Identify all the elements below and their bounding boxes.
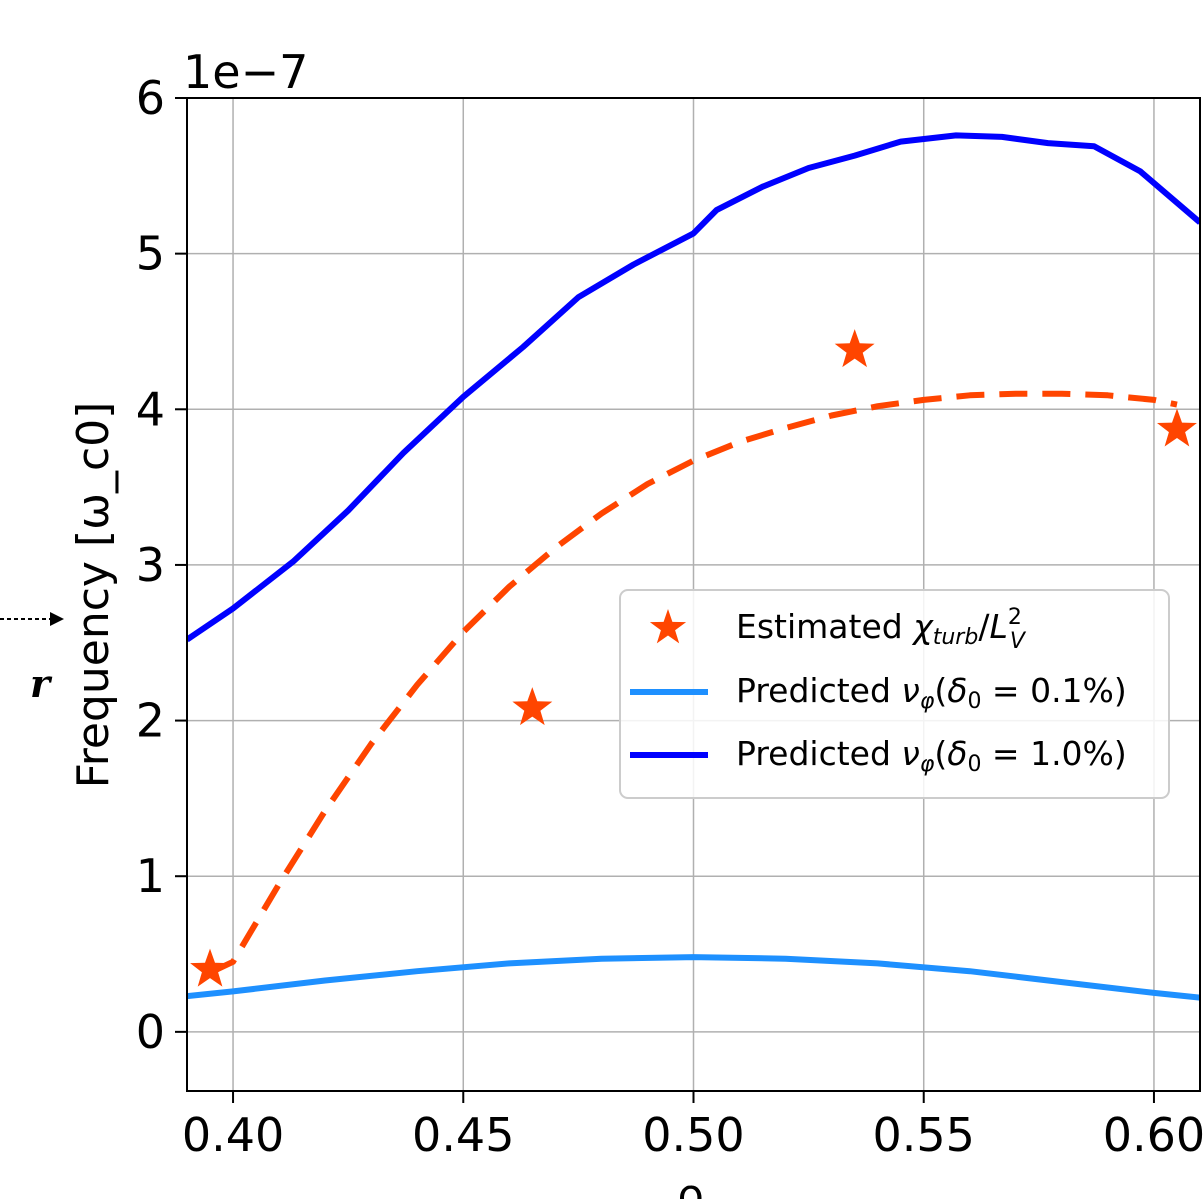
legend-label-estimated: Estimated χturb/L2 V bbox=[736, 605, 1027, 654]
legend-box bbox=[619, 589, 1170, 799]
series-layer bbox=[187, 132, 1200, 1001]
legend-star-icon bbox=[649, 609, 687, 644]
x-tick-label: 0.50 bbox=[642, 1108, 744, 1162]
estimated-star-marker bbox=[834, 329, 875, 368]
legend: Estimated χturb/L2 V Predicted νφ(δ0 = 0.1… bbox=[619, 589, 1170, 799]
side-label: r bbox=[30, 661, 53, 706]
y-offset-label: 1e−7 bbox=[183, 45, 308, 99]
x-tick-label: 0.60 bbox=[1103, 1108, 1203, 1162]
y-tick-label: 0 bbox=[136, 1005, 165, 1059]
x-tick-label: 0.55 bbox=[873, 1108, 975, 1162]
legend-label-predicted-0.1: Predicted νφ(δ0 = 0.1%) bbox=[736, 671, 1127, 714]
ticks: 0.40 0.45 0.50 0.55 0.60 0 1 2 3 4 5 6 bbox=[136, 71, 1203, 1162]
estimated-star-marker bbox=[1157, 408, 1197, 447]
y-tick-label: 6 bbox=[136, 71, 165, 125]
side-arrow-head bbox=[50, 612, 64, 626]
x-tick-label: 0.40 bbox=[182, 1108, 284, 1162]
estimated-star-marker bbox=[512, 687, 553, 726]
y-tick-label: 2 bbox=[136, 694, 165, 748]
y-axis-label: Frequency [ω_c0] bbox=[68, 402, 119, 789]
side-annotation: r bbox=[0, 612, 64, 706]
y-tick-label: 1 bbox=[136, 849, 165, 903]
y-tick-label: 5 bbox=[136, 227, 165, 281]
series-clip bbox=[187, 132, 1200, 1001]
x-axis-label: ρ bbox=[676, 1170, 704, 1199]
predicted-1.0-line bbox=[187, 132, 1200, 643]
y-tick-label: 4 bbox=[136, 382, 165, 436]
estimated-star-marker bbox=[190, 948, 230, 987]
x-tick-label: 0.45 bbox=[412, 1108, 514, 1162]
y-tick-label: 3 bbox=[136, 538, 165, 592]
predicted-0.1-line bbox=[187, 954, 1200, 1001]
